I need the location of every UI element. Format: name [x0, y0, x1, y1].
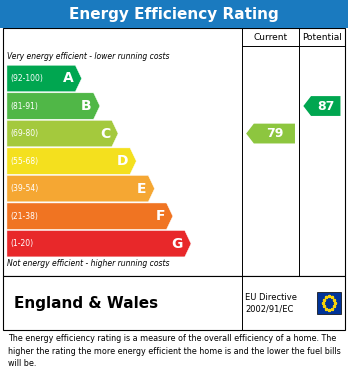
Text: F: F: [155, 209, 165, 223]
Text: A: A: [63, 72, 73, 86]
Polygon shape: [7, 176, 155, 202]
Text: (21-38): (21-38): [10, 212, 38, 221]
Text: C: C: [100, 127, 110, 140]
Text: Current: Current: [253, 33, 288, 43]
FancyBboxPatch shape: [0, 0, 348, 28]
Bar: [3, 276, 345, 330]
Polygon shape: [7, 203, 173, 230]
Text: (69-80): (69-80): [10, 129, 39, 138]
Text: B: B: [81, 99, 92, 113]
Polygon shape: [7, 93, 100, 119]
Polygon shape: [7, 65, 81, 91]
Polygon shape: [7, 120, 118, 147]
Text: Not energy efficient - higher running costs: Not energy efficient - higher running co…: [7, 259, 169, 268]
Polygon shape: [7, 148, 136, 174]
Text: Energy Efficiency Rating: Energy Efficiency Rating: [69, 7, 279, 22]
Text: 87: 87: [317, 100, 334, 113]
Text: (92-100): (92-100): [10, 74, 43, 83]
Polygon shape: [246, 124, 295, 143]
Bar: [317, 292, 341, 314]
Text: EU Directive
2002/91/EC: EU Directive 2002/91/EC: [245, 292, 297, 314]
Text: G: G: [172, 237, 183, 251]
Text: 79: 79: [266, 127, 283, 140]
Text: (1-20): (1-20): [10, 239, 33, 248]
Text: D: D: [117, 154, 128, 168]
Text: Very energy efficient - lower running costs: Very energy efficient - lower running co…: [7, 52, 169, 61]
Polygon shape: [7, 231, 191, 257]
Text: England & Wales: England & Wales: [14, 296, 158, 310]
Polygon shape: [303, 96, 340, 116]
Text: The energy efficiency rating is a measure of the overall efficiency of a home. T: The energy efficiency rating is a measur…: [8, 334, 340, 368]
Text: (55-68): (55-68): [10, 156, 39, 166]
Text: Potential: Potential: [302, 33, 342, 43]
Bar: [3, 28, 345, 276]
Text: E: E: [137, 182, 147, 196]
Text: (39-54): (39-54): [10, 184, 39, 193]
Text: (81-91): (81-91): [10, 102, 38, 111]
